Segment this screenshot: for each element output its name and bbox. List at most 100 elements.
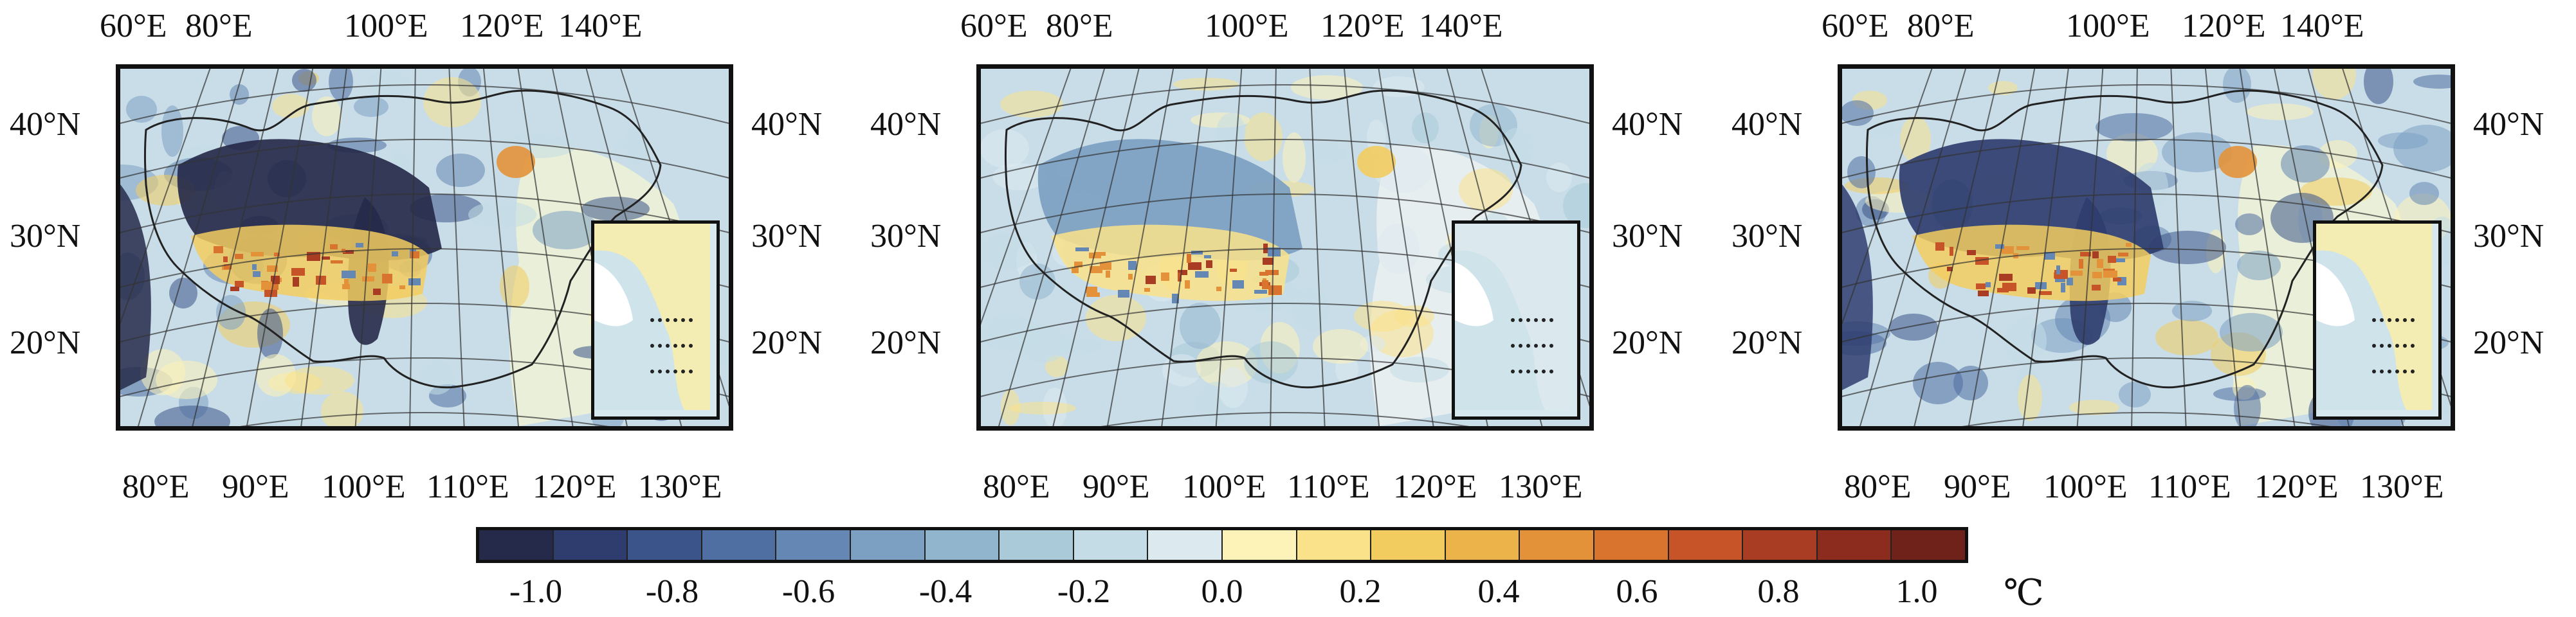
bottom-lon-label: 110°E (426, 469, 509, 505)
meridian-line (1914, 69, 2001, 426)
meridian-line (1106, 69, 1174, 426)
colorbar-tick-label: -1.0 (509, 573, 563, 610)
colorbar-cell (479, 530, 554, 560)
anomaly-patch (1390, 357, 1449, 382)
meridian-line (1968, 69, 2036, 426)
warm-pixel (2108, 256, 2116, 263)
bottom-lon-label: 90°E (1944, 469, 2011, 505)
warm-pixel (224, 264, 232, 269)
anomaly-patch (292, 69, 316, 92)
warm-pixel (1265, 270, 1279, 275)
colorbar-tick-label: -0.2 (1057, 573, 1111, 610)
warm-pixel (1206, 260, 1212, 268)
anomaly-patch (154, 406, 230, 426)
meridian-line (998, 69, 1106, 426)
anomaly-patch (285, 366, 354, 395)
inset-island-dot (1526, 344, 1530, 348)
lat-label: 20°N (751, 325, 823, 361)
inset-island-dot (1542, 370, 1546, 373)
warm-pixel (2044, 252, 2055, 260)
colorbar-cell (1892, 530, 1965, 560)
colorbar-cell (1000, 530, 1074, 560)
anomaly-patch (2413, 75, 2451, 89)
anomaly-patch (2409, 182, 2439, 205)
lat-label: 20°N (1612, 325, 1683, 361)
warm-pixel (1268, 247, 1281, 256)
warm-pixel (1976, 283, 1986, 289)
anomaly-patch (1180, 303, 1221, 349)
bottom-lon-label: 90°E (222, 469, 289, 505)
meridian-line (192, 69, 279, 426)
colorbar-tick-label: -0.4 (918, 573, 973, 610)
colorbar-tick-label: 0.4 (1477, 573, 1520, 610)
inset-island-dot (650, 344, 654, 348)
warm-pixel (2002, 283, 2016, 291)
inset-island (1455, 262, 1494, 326)
bottom-lon-label: 120°E (1393, 469, 1477, 505)
meridian-line (354, 69, 382, 426)
inset-island-dot (681, 318, 685, 322)
warm-pixel (1230, 269, 1237, 272)
inset-island-dot (2388, 318, 2391, 322)
warm-pixel (2079, 259, 2083, 269)
top-lon-label: 60°E (100, 8, 167, 44)
anomaly-patch (1377, 224, 1420, 274)
warm-pixel (1967, 250, 1976, 255)
south-china-sea-inset (2313, 220, 2442, 420)
colorbar-tick-label: 1.0 (1895, 573, 1938, 610)
colorbar-cell (1668, 530, 1744, 560)
warm-pixel (1128, 274, 1133, 280)
warm-pixel (1950, 247, 1953, 256)
top-lon-label: 80°E (1907, 8, 1975, 44)
country-border (144, 89, 662, 389)
inset-island-dot (2380, 318, 2384, 322)
anomaly-patch (2220, 313, 2283, 352)
meridian-line (981, 69, 1072, 325)
lat-label: 30°N (1731, 218, 1803, 255)
colorbar-cell (1817, 530, 1892, 560)
warm-pixel (322, 256, 330, 260)
anomaly-patch (2069, 400, 2119, 415)
meridian-line (137, 69, 245, 426)
warm-pixel (1128, 261, 1137, 270)
warm-pixel (1232, 280, 1244, 289)
inset-island-dot (650, 370, 654, 373)
warm-pixel (356, 243, 363, 247)
lat-label: 20°N (1731, 325, 1803, 361)
inset-island-dot (2380, 370, 2384, 373)
top-lon-label: 100°E (2066, 8, 2150, 44)
anomaly-patch (2096, 113, 2173, 141)
inset-island-dot (666, 370, 670, 373)
warm-pixel (2092, 251, 2099, 258)
anomaly-patch (1394, 305, 1434, 327)
anomaly-patch (1218, 367, 1248, 408)
top-lon-label: 120°E (460, 8, 544, 44)
inset-island-dot (1549, 318, 1553, 322)
inset-island-dot (689, 370, 693, 373)
lat-label: 20°N (10, 325, 81, 361)
colorbar-tick-label: -0.6 (781, 573, 836, 610)
warm-pixel (330, 244, 338, 249)
inset-island-dot (673, 344, 677, 348)
bottom-lon-label: 110°E (2148, 469, 2231, 505)
inset-island-dot (1534, 344, 1538, 348)
warm-pixel (362, 276, 374, 282)
colorbar-cell (1445, 530, 1521, 560)
warm-pixel (293, 277, 299, 287)
anomaly-patch (623, 126, 648, 165)
meridian-line (1859, 69, 1967, 426)
map-panel-right (1838, 64, 2455, 431)
warm-pixel (2118, 253, 2128, 256)
warm-pixel (2080, 252, 2091, 256)
bottom-lon-label: 80°E (122, 469, 190, 505)
lat-label: 30°N (1612, 218, 1683, 255)
inset-island-dot (1534, 370, 1538, 373)
warm-pixel (344, 279, 349, 288)
warm-pixel (368, 264, 376, 272)
meridian-line (300, 69, 347, 426)
anomaly-patch (1173, 78, 1239, 91)
warm-pixel (214, 246, 223, 253)
warm-pixel (316, 276, 326, 285)
warm-pixel (1254, 290, 1267, 294)
anomaly-patch (468, 201, 536, 228)
